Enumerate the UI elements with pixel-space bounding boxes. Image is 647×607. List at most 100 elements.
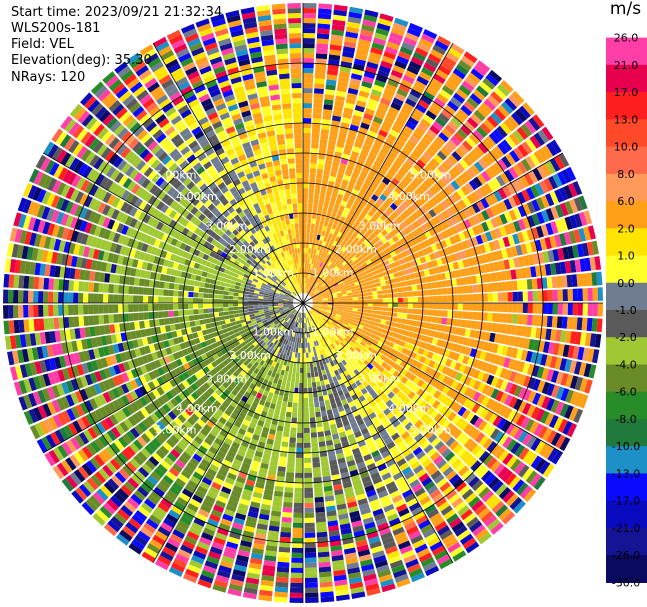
velocity-gate [559,202,569,217]
velocity-gate [278,374,284,381]
velocity-gate [359,85,371,94]
velocity-gate [497,142,509,155]
velocity-gate [306,228,311,234]
velocity-gate [451,150,462,162]
velocity-gate [337,256,343,262]
velocity-gate [316,255,321,261]
velocity-gate [298,407,303,413]
velocity-gate [480,102,493,115]
velocity-gate [480,198,490,209]
velocity-gate [380,147,390,156]
velocity-gate [291,351,296,358]
velocity-gate [376,314,383,320]
velocity-gate [333,203,340,210]
velocity-gate [387,78,400,88]
velocity-gate [394,60,408,70]
velocity-gate [323,270,328,276]
velocity-gate [389,202,398,211]
velocity-gate [294,357,298,363]
velocity-gate [311,294,316,298]
velocity-gate [314,289,319,294]
velocity-gate [402,74,415,84]
velocity-gate [326,185,334,192]
velocity-gate [424,230,432,239]
velocity-gate [455,88,469,100]
velocity-gate [295,472,303,478]
velocity-gate [299,337,302,343]
velocity-gate [462,196,472,207]
velocity-gate [366,103,377,112]
velocity-gate [412,220,420,229]
velocity-gate [382,270,389,277]
velocity-gate [367,295,373,300]
velocity-gate [441,230,449,239]
velocity-gate [380,97,392,106]
velocity-gate [308,198,314,204]
velocity-gate [403,36,418,47]
velocity-gate [453,132,465,143]
velocity-gate [437,295,443,303]
velocity-gate [359,279,365,285]
velocity-gate [405,32,420,42]
velocity-gate [303,362,307,368]
velocity-gate [353,243,360,250]
velocity-gate [576,317,583,331]
velocity-gate [484,195,494,207]
velocity-gate [370,147,380,156]
velocity-gate [385,155,395,164]
velocity-gate [521,314,528,325]
velocity-gate [313,264,318,271]
velocity-gate [436,232,445,241]
velocity-gate [491,177,502,190]
velocity-gate [372,213,380,221]
velocity-gate [305,253,308,259]
velocity-gate [392,255,399,262]
velocity-gate [521,189,531,202]
velocity-gate [363,71,376,79]
velocity-gate [319,194,326,201]
velocity-gate [380,221,388,229]
velocity-gate [333,9,348,17]
velocity-gate [292,532,303,538]
velocity-gate [291,377,296,383]
velocity-gate [303,427,310,433]
velocity-gate [410,56,424,67]
velocity-gate [367,98,379,107]
velocity-gate [400,106,412,117]
velocity-gate [377,310,383,315]
velocity-gate [504,97,518,111]
velocity-gate [331,279,337,284]
velocity-gate [381,55,395,65]
velocity-gate [425,322,432,330]
velocity-gate [303,143,311,149]
velocity-gate [323,286,329,291]
velocity-gate [547,303,553,315]
velocity-gate [303,18,316,24]
velocity-gate [423,239,431,248]
velocity-gate [308,193,314,199]
velocity-gate [372,37,387,46]
velocity-gate [445,228,454,237]
velocity-gate [315,239,320,245]
velocity-gate [512,303,518,313]
velocity-gate [450,72,464,84]
velocity-gate [397,292,403,298]
velocity-gate [324,231,330,238]
velocity-gate [286,467,295,473]
velocity-gate [350,240,357,247]
velocity-gate [318,199,325,206]
velocity-gate [402,292,408,298]
velocity-gate [567,183,578,198]
velocity-gate [457,242,465,251]
velocity-gate [375,282,382,287]
velocity-gate [341,222,348,230]
velocity-gate [305,577,318,583]
velocity-gate [343,148,352,156]
velocity-gate [390,164,399,173]
velocity-gate [298,392,303,398]
velocity-gate [277,379,283,386]
velocity-gate [328,232,333,239]
velocity-gate [326,237,331,244]
velocity-gate [394,92,406,102]
velocity-gate [306,283,310,289]
